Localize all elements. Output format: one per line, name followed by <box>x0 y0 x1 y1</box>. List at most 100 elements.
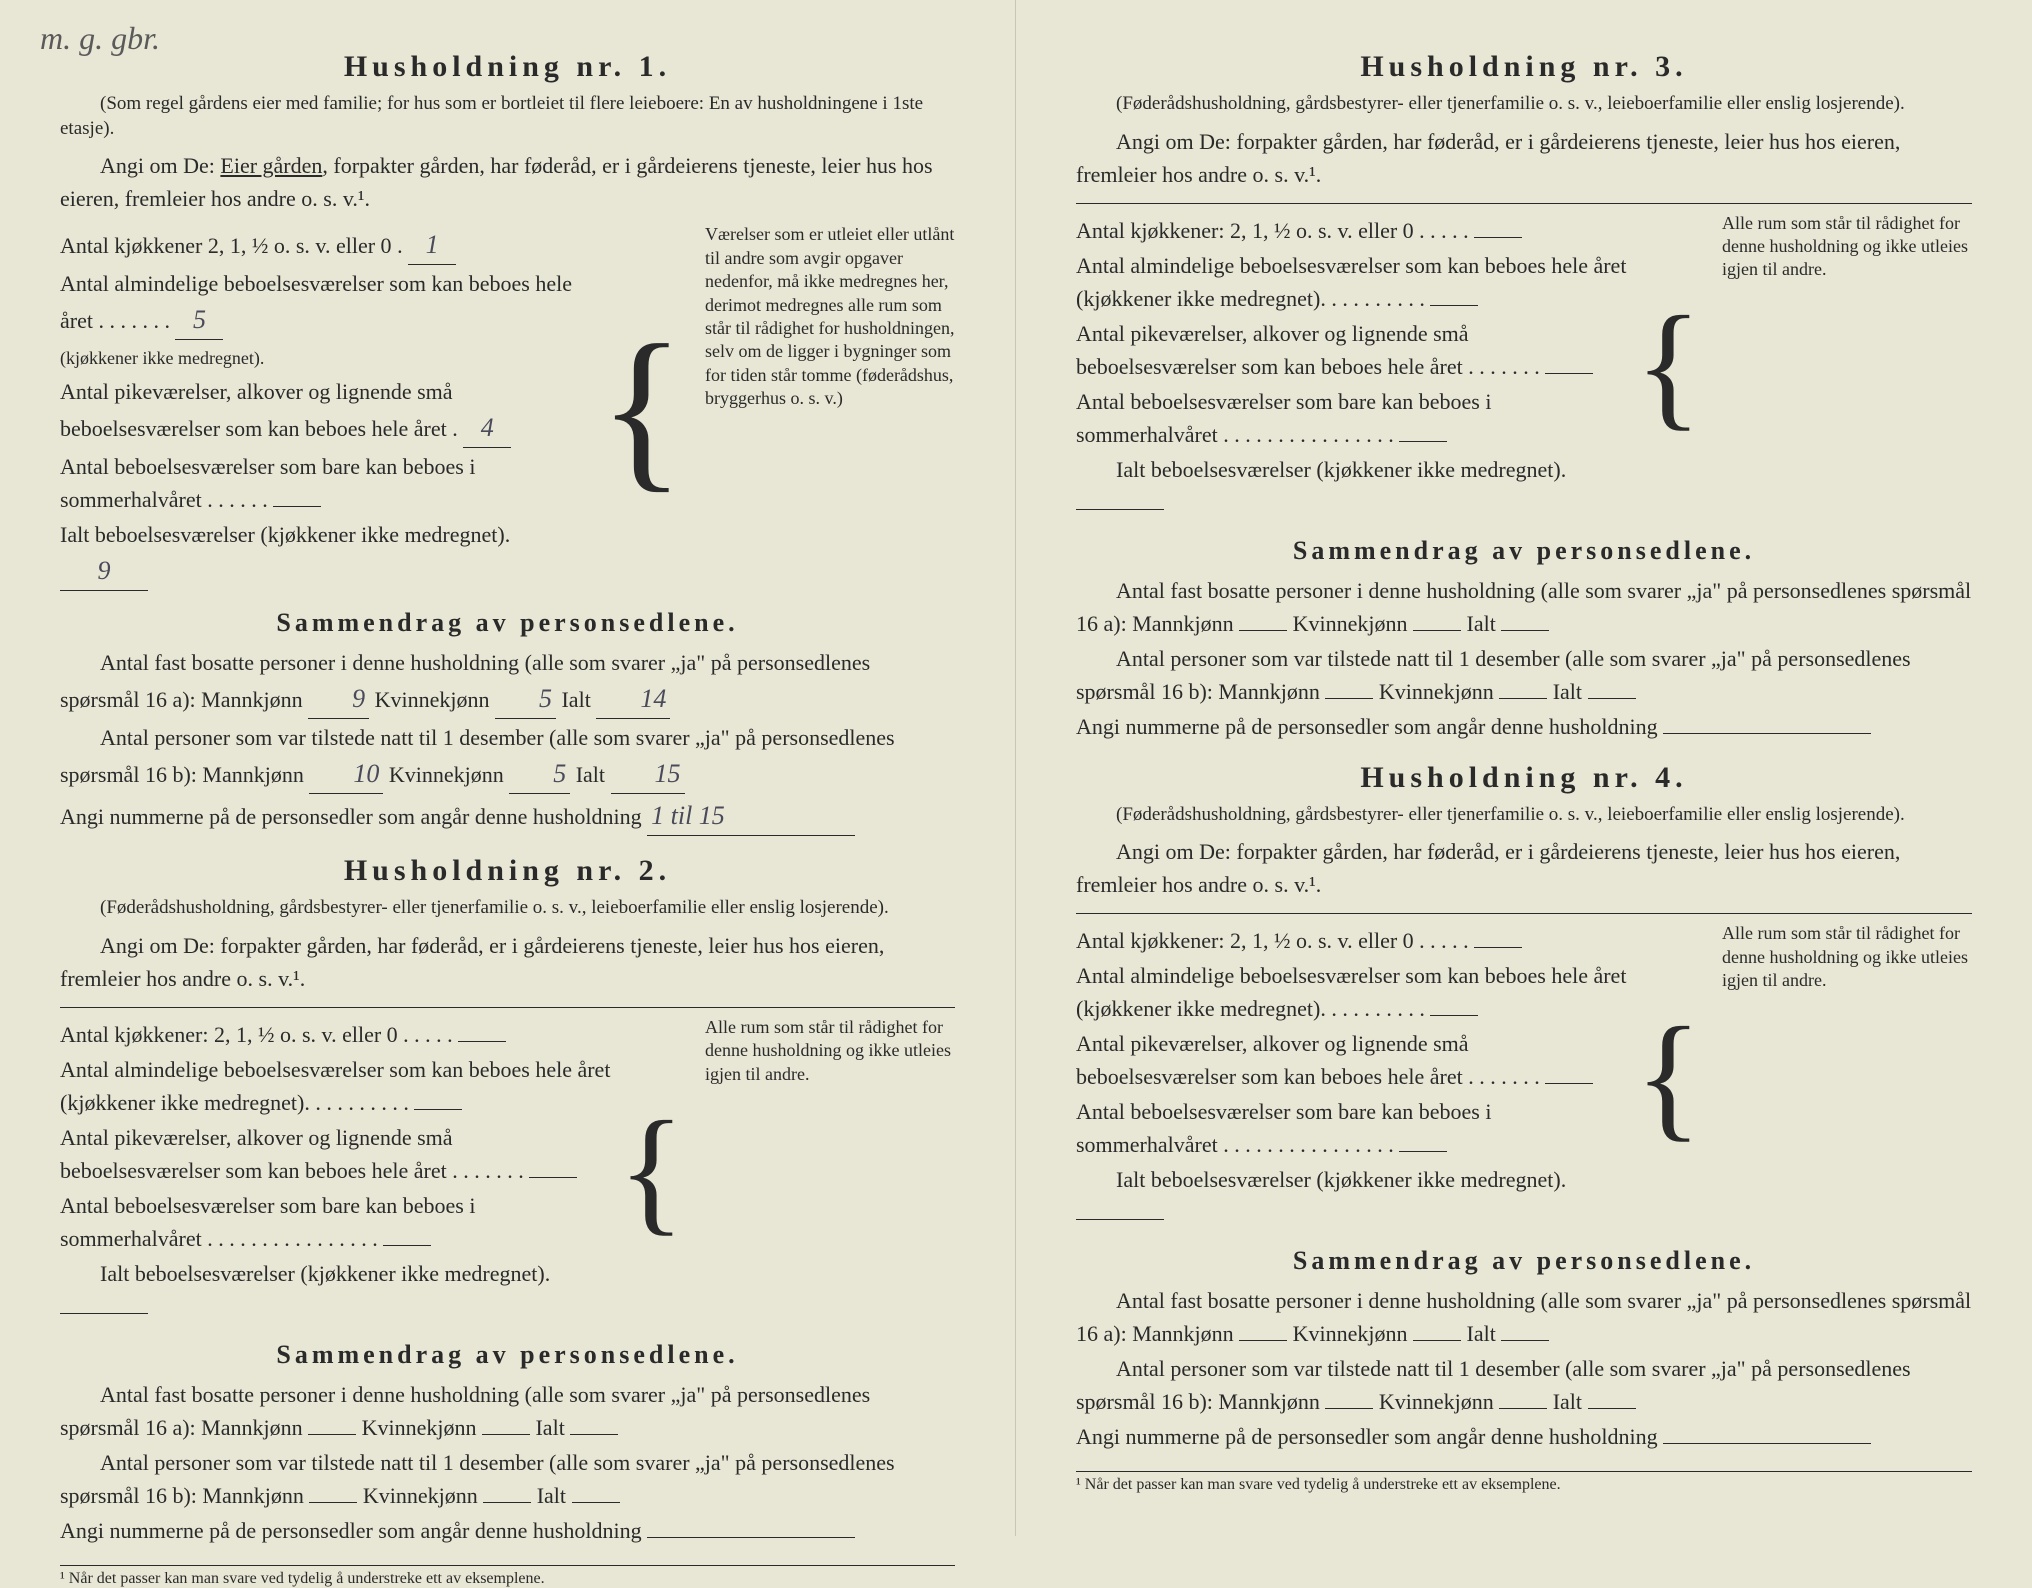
h2-rooms-block: Antal kjøkkener: 2, 1, ½ o. s. v. eller … <box>60 1016 955 1325</box>
h4-alm: Antal almindelige beboelsesværelser som … <box>1076 959 1630 1025</box>
h1-fast-m: 9 <box>308 679 369 719</box>
h1-alm-val: 5 <box>175 300 223 340</box>
h4-sidenote: Alle rum som står til rådighet for denne… <box>1707 922 1972 1231</box>
h4-fast-i-label: Ialt <box>1467 1321 1496 1346</box>
h4-numrene: Angi nummerne på de personsedler som ang… <box>1076 1420 1972 1453</box>
h1-kjokken: Antal kjøkkener 2, 1, ½ o. s. v. eller 0… <box>60 225 594 265</box>
h1-fast-k-label: Kvinnekjønn <box>375 687 490 712</box>
h2-til-k-label: Kvinnekjønn <box>363 1483 478 1508</box>
household-1: Husholdning nr. 1. (Som regel gårdens ei… <box>60 50 955 836</box>
h3-angi-blank <box>1076 193 1972 204</box>
h2-ialt-label: Ialt beboelsesværelser (kjøkkener ikke m… <box>100 1261 550 1286</box>
h4-fast-i <box>1501 1340 1549 1341</box>
h4-numrene-label: Angi nummerne på de personsedler som ang… <box>1076 1424 1658 1449</box>
h4-sommer-val <box>1399 1151 1447 1152</box>
h3-sammen-title: Sammendrag av personsedlene. <box>1076 536 1972 566</box>
h2-til-i <box>572 1502 620 1503</box>
h2-sammen-title: Sammendrag av personsedlene. <box>60 1340 955 1370</box>
h2-kjokken-label: Antal kjøkkener: 2, 1, ½ o. s. v. eller … <box>60 1022 398 1047</box>
h3-pike-label: Antal pikeværelser, alkover og lignende … <box>1076 321 1469 379</box>
h1-til-i: 15 <box>611 754 685 794</box>
h4-pike-val <box>1545 1083 1593 1084</box>
h1-til-k-label: Kvinnekjønn <box>389 762 504 787</box>
h3-ialt-val <box>1076 509 1164 510</box>
h2-alm: Antal almindelige beboelsesværelser som … <box>60 1053 613 1119</box>
h3-kjokken: Antal kjøkkener: 2, 1, ½ o. s. v. eller … <box>1076 214 1630 247</box>
h3-sommer-val <box>1399 441 1447 442</box>
h4-ialt-val <box>1076 1219 1164 1220</box>
h3-til-i-label: Ialt <box>1553 679 1582 704</box>
h4-sommer-label: Antal beboelsesværelser som bare kan beb… <box>1076 1099 1491 1157</box>
h1-alm-note: (kjøkkener ikke medregnet). <box>60 348 264 368</box>
h1-sidenote: Værelser som er utleiet eller utlånt til… <box>690 223 955 593</box>
h3-fast: Antal fast bosatte personer i denne hush… <box>1076 574 1972 640</box>
h1-fast-k: 5 <box>495 679 556 719</box>
h3-kjokken-label: Antal kjøkkener: 2, 1, ½ o. s. v. eller … <box>1076 218 1414 243</box>
h3-title: Husholdning nr. 3. <box>1076 50 1972 84</box>
h4-alm-label: Antal almindelige beboelsesværelser som … <box>1076 963 1626 1021</box>
h3-fast-k-label: Kvinnekjønn <box>1293 611 1408 636</box>
h2-sommer-label: Antal beboelsesværelser som bare kan beb… <box>60 1193 475 1251</box>
h2-tilstede-label: Antal personer som var tilstede natt til… <box>60 1450 895 1508</box>
h4-til-k-label: Kvinnekjønn <box>1379 1389 1494 1414</box>
h2-kjokken: Antal kjøkkener: 2, 1, ½ o. s. v. eller … <box>60 1018 613 1051</box>
h2-ialt-val <box>60 1313 148 1314</box>
h3-pike: Antal pikeværelser, alkover og lignende … <box>1076 317 1630 383</box>
h4-til-m <box>1325 1408 1373 1409</box>
h2-sommer: Antal beboelsesværelser som bare kan beb… <box>60 1189 613 1255</box>
h4-tilstede: Antal personer som var tilstede natt til… <box>1076 1352 1972 1418</box>
left-page: m. g. gbr. Husholdning nr. 1. (Som regel… <box>0 0 1016 1536</box>
h1-pike: Antal pikeværelser, alkover og lignende … <box>60 375 594 448</box>
h3-ialt: Ialt beboelsesværelser (kjøkkener ikke m… <box>1076 453 1630 519</box>
h2-til-m <box>309 1502 357 1503</box>
h1-kjokken-val: 1 <box>408 225 456 265</box>
h4-angi: Angi om De: forpakter gården, har føderå… <box>1076 835 1972 901</box>
right-page: Husholdning nr. 3. (Føderådshusholdning,… <box>1016 0 2032 1536</box>
brace-icon: { <box>1630 1014 1707 1140</box>
h3-fast-label: Antal fast bosatte personer i denne hush… <box>1076 578 1971 636</box>
h3-numrene-label: Angi nummerne på de personsedler som ang… <box>1076 714 1658 739</box>
h1-numrene-val: 1 til 15 <box>647 796 855 836</box>
h1-numrene: Angi nummerne på de personsedler som ang… <box>60 796 955 836</box>
h1-fast-i: 14 <box>596 679 670 719</box>
h1-til-k: 5 <box>509 754 570 794</box>
h2-numrene: Angi nummerne på de personsedler som ang… <box>60 1514 955 1547</box>
h2-sidenote: Alle rum som står til rådighet for denne… <box>690 1016 955 1325</box>
h3-ialt-label: Ialt beboelsesværelser (kjøkkener ikke m… <box>1116 457 1566 482</box>
footnote-left: ¹ Når det passer kan man svare ved tydel… <box>60 1565 955 1588</box>
h4-angi-blank <box>1076 903 1972 914</box>
h2-alm-val <box>414 1109 462 1110</box>
brace-icon: { <box>1630 303 1707 429</box>
h2-fast-i <box>570 1434 618 1435</box>
h2-kjokken-val <box>458 1041 506 1042</box>
h4-fast: Antal fast bosatte personer i denne hush… <box>1076 1284 1972 1350</box>
h1-kjokken-label: Antal kjøkkener 2, 1, ½ o. s. v. eller 0 <box>60 233 392 258</box>
h1-fast-i-label: Ialt <box>561 687 590 712</box>
h3-fast-k <box>1413 630 1461 631</box>
h1-ialt: Ialt beboelsesværelser (kjøkkener ikke m… <box>60 518 594 591</box>
h3-fast-i <box>1501 630 1549 631</box>
h4-title: Husholdning nr. 4. <box>1076 761 1972 795</box>
h2-numrene-label: Angi nummerne på de personsedler som ang… <box>60 1518 642 1543</box>
h2-til-i-label: Ialt <box>537 1483 566 1508</box>
household-3: Husholdning nr. 3. (Føderådshusholdning,… <box>1076 50 1972 743</box>
h2-fast-i-label: Ialt <box>535 1415 564 1440</box>
h3-sommer: Antal beboelsesværelser som bare kan beb… <box>1076 385 1630 451</box>
h4-pike: Antal pikeværelser, alkover og lignende … <box>1076 1027 1630 1093</box>
h2-subtitle: (Føderådshusholdning, gårdsbestyrer- ell… <box>60 896 955 921</box>
h3-tilstede: Antal personer som var tilstede natt til… <box>1076 642 1972 708</box>
h4-numrene-val <box>1663 1443 1871 1444</box>
h3-numrene-val <box>1663 733 1871 734</box>
h2-fast-m <box>308 1434 356 1435</box>
h4-sammen-title: Sammendrag av personsedlene. <box>1076 1246 1972 1276</box>
h3-numrene: Angi nummerne på de personsedler som ang… <box>1076 710 1972 743</box>
h4-rooms-block: Antal kjøkkener: 2, 1, ½ o. s. v. eller … <box>1076 922 1972 1231</box>
h1-pike-val: 4 <box>463 408 511 448</box>
h3-kjokken-val <box>1474 237 1522 238</box>
h4-fast-k-label: Kvinnekjønn <box>1293 1321 1408 1346</box>
h4-kjokken: Antal kjøkkener: 2, 1, ½ o. s. v. eller … <box>1076 924 1630 957</box>
h1-angi-underline: Eier gården <box>220 153 322 178</box>
h3-alm: Antal almindelige beboelsesværelser som … <box>1076 249 1630 315</box>
h1-alm-label: Antal almindelige beboelsesværelser som … <box>60 271 572 333</box>
h1-angi-pre: Angi om De: <box>100 153 220 178</box>
